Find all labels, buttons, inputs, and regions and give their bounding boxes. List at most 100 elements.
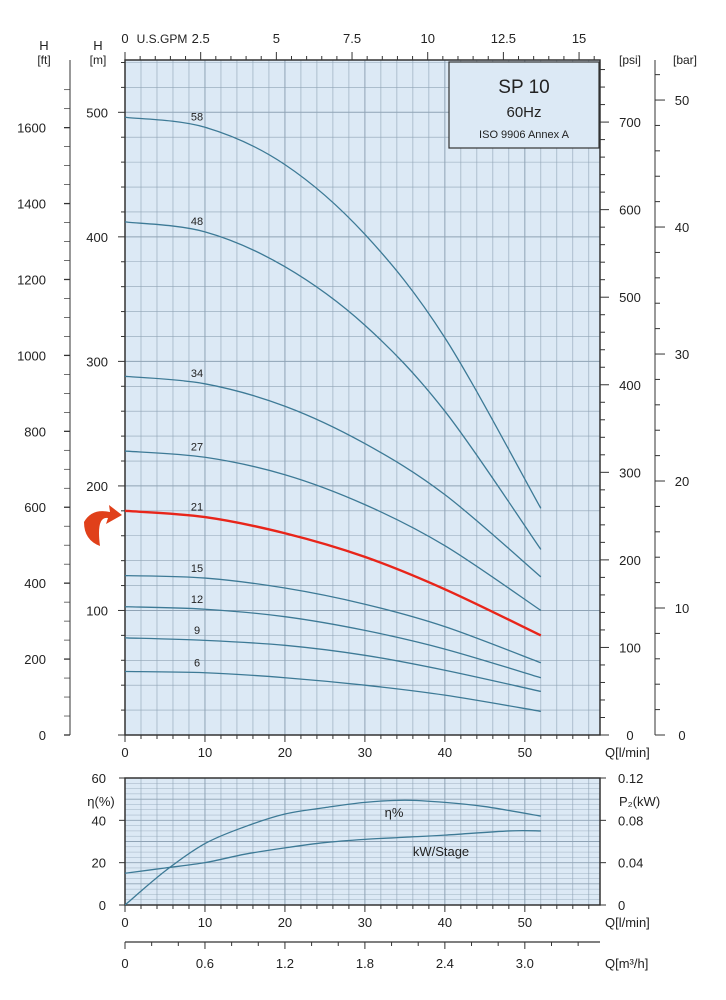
- ft-tick-label: 1200: [17, 272, 46, 287]
- p2-axis-label: P₂(kW): [619, 794, 660, 809]
- ft-tick-label: 0: [39, 728, 46, 743]
- m-tick-label: 200: [86, 479, 108, 494]
- bar-tick-label: 50: [675, 93, 689, 108]
- curve-stages-58: [124, 116, 542, 509]
- psi-tick-label: 700: [619, 115, 641, 130]
- q-tick-label: 30: [358, 745, 372, 760]
- q-axis-label: Q[l/min]: [605, 745, 650, 760]
- p2-tick-label: 0.08: [618, 813, 643, 828]
- eta-tick-label: 0: [99, 898, 106, 913]
- lower-q-tick-label: 10: [198, 915, 212, 930]
- gpm-tick-label: 5: [273, 31, 280, 46]
- ft-tick-label: 200: [24, 652, 46, 667]
- curve-stages-12: [124, 606, 542, 679]
- ft-axis-unit: [ft]: [37, 53, 50, 67]
- chart-subtitle: 60Hz: [506, 104, 541, 121]
- plot-border: [124, 59, 601, 736]
- m-tick-label: 100: [86, 603, 108, 618]
- curve-label-48: 48: [191, 216, 203, 228]
- curve-stages-15: [124, 574, 542, 664]
- curve-label-15: 15: [191, 563, 203, 575]
- p2-tick-label: 0.12: [618, 771, 643, 786]
- psi-tick-label: 600: [619, 203, 641, 218]
- curve-kw-stage: [124, 829, 541, 874]
- eta-tick-label: 60: [92, 771, 106, 786]
- psi-tick-label: 0: [626, 728, 633, 743]
- m3h-tick-label: 0.6: [196, 956, 214, 971]
- lower-plot-border: [124, 777, 601, 906]
- m3h-tick-label: 2.4: [436, 956, 454, 971]
- lower-q-tick-label: 40: [438, 915, 452, 930]
- gpm-axis-label: U.S.GPM: [137, 32, 188, 46]
- curve-label-27: 27: [191, 442, 203, 454]
- lower-q-tick-label: 0: [121, 915, 128, 930]
- m-axis-unit: [m]: [90, 53, 107, 67]
- chart-annotation: ISO 9906 Annex A: [479, 129, 570, 141]
- q-tick-label: 50: [518, 745, 532, 760]
- bar-tick-label: 20: [675, 474, 689, 489]
- psi-tick-label: 400: [619, 378, 641, 393]
- bar-axis-label: [bar]: [673, 53, 697, 67]
- curve-stages-6: [124, 670, 541, 712]
- bar-tick-label: 40: [675, 220, 689, 235]
- p2-tick-label: 0: [618, 898, 625, 913]
- psi-tick-label: 500: [619, 290, 641, 305]
- curve-label-21: 21: [191, 501, 203, 513]
- curve-label-34: 34: [191, 368, 203, 380]
- m3h-tick-label: 1.8: [356, 956, 374, 971]
- psi-tick-label: 200: [619, 553, 641, 568]
- eta-axis-label: η(%): [87, 794, 114, 809]
- curve-label-12: 12: [191, 594, 203, 606]
- ft-tick-label: 400: [24, 576, 46, 591]
- curve-stages-21: [124, 509, 542, 637]
- m3h-tick-label: 1.2: [276, 956, 294, 971]
- ft-axis-label: H: [39, 38, 48, 53]
- curve-stages-48: [124, 221, 542, 550]
- ft-tick-label: 1000: [17, 348, 46, 363]
- highlight-arrow-icon: [84, 505, 122, 546]
- efficiency-curve-label: η%: [385, 805, 404, 820]
- curve-efficiency: [124, 799, 541, 906]
- psi-tick-label: 100: [619, 640, 641, 655]
- lower-q-tick-label: 30: [358, 915, 372, 930]
- ft-tick-label: 800: [24, 424, 46, 439]
- lower-q-tick-label: 20: [278, 915, 292, 930]
- curve-stages-9: [124, 637, 541, 693]
- q-tick-label: 10: [198, 745, 212, 760]
- gpm-tick-label: 0: [121, 31, 128, 46]
- q-tick-label: 40: [438, 745, 452, 760]
- ft-tick-label: 1600: [17, 121, 46, 136]
- psi-axis-label: [psi]: [619, 53, 641, 67]
- lower-q-tick-label: 50: [518, 915, 532, 930]
- gpm-tick-label: 15: [572, 31, 586, 46]
- lower-q-axis-label: Q[l/min]: [605, 915, 650, 930]
- eta-tick-label: 20: [92, 856, 106, 871]
- curve-label-9: 9: [194, 625, 200, 637]
- kw-stage-curve-label: kW/Stage: [413, 844, 469, 859]
- m3h-tick-label: 0: [121, 956, 128, 971]
- chart-title: SP 10: [498, 77, 549, 98]
- m-tick-label: 300: [86, 354, 108, 369]
- m-axis-label: H: [93, 38, 102, 53]
- m-tick-label: 400: [86, 230, 108, 245]
- bar-tick-label: 10: [675, 601, 689, 616]
- curve-stages-34: [124, 375, 542, 578]
- curve-label-58: 58: [191, 111, 203, 123]
- m3h-axis-label: Q[m³/h]: [605, 956, 648, 971]
- eta-tick-label: 40: [92, 813, 106, 828]
- gpm-tick-label: 2.5: [192, 31, 210, 46]
- curve-label-6: 6: [194, 658, 200, 670]
- q-tick-label: 0: [121, 745, 128, 760]
- ft-tick-label: 600: [24, 500, 46, 515]
- m-tick-label: 500: [86, 105, 108, 120]
- gpm-tick-label: 12.5: [491, 31, 516, 46]
- psi-tick-label: 300: [619, 465, 641, 480]
- ft-tick-label: 1400: [17, 197, 46, 212]
- gpm-tick-label: 7.5: [343, 31, 361, 46]
- legend-box: [448, 61, 600, 149]
- plot-area: [125, 60, 600, 735]
- q-tick-label: 20: [278, 745, 292, 760]
- p2-tick-label: 0.04: [618, 856, 643, 871]
